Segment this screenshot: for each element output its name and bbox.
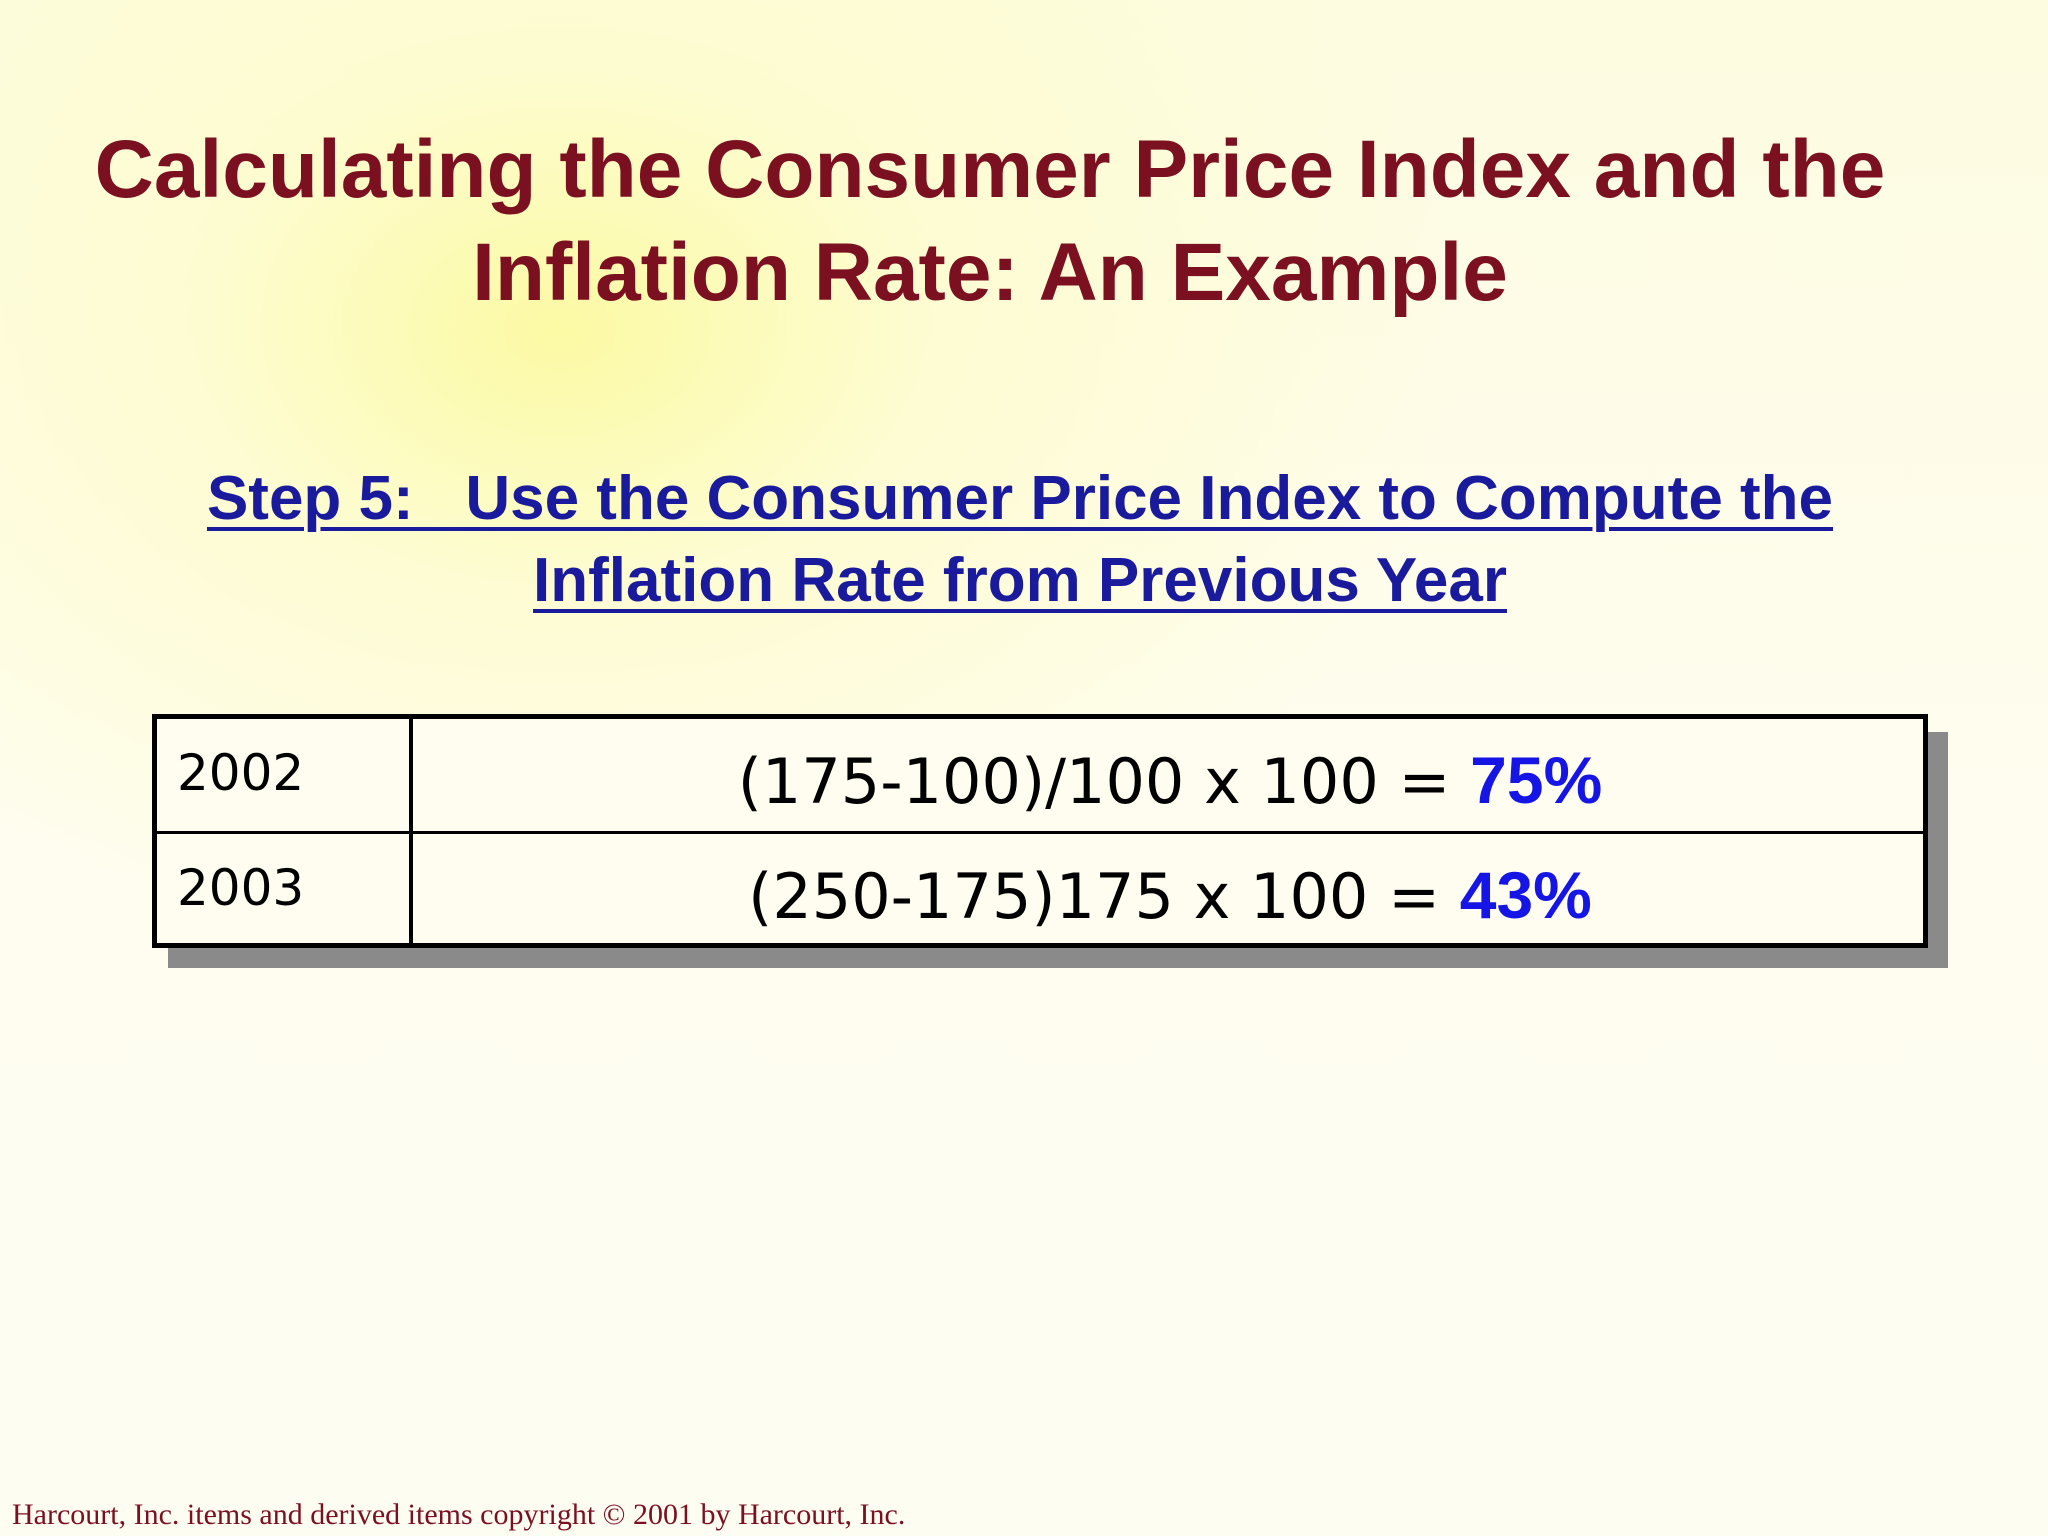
inflation-result: 75%	[1470, 743, 1603, 817]
formula-cell: (250-175)175 x 100 = 43%	[417, 834, 1923, 946]
step-heading: Step 5: Use the Consumer Price Index to …	[0, 458, 2040, 622]
inflation-table: 2002 (175-100)/100 x 100 = 75% 2003 (250…	[152, 714, 1928, 948]
slide-title-line-2: Inflation Rate: An Example	[472, 227, 1508, 318]
table-row: 2002 (175-100)/100 x 100 = 75%	[157, 719, 1923, 834]
table-row: 2003 (250-175)175 x 100 = 43%	[157, 834, 1923, 946]
formula-text: (250-175)175 x 100 =	[748, 860, 1460, 933]
inflation-result: 43%	[1459, 858, 1592, 932]
slide-title: Calculating the Consumer Price Index and…	[0, 118, 1980, 324]
year-cell: 2002	[157, 719, 413, 831]
copyright-footer: Harcourt, Inc. items and derived items c…	[12, 1498, 906, 1531]
formula-text: (175-100)/100 x 100 =	[737, 745, 1471, 818]
year-cell: 2003	[157, 834, 413, 946]
slide-title-line-1: Calculating the Consumer Price Index and…	[94, 124, 1886, 215]
formula-cell: (175-100)/100 x 100 = 75%	[417, 719, 1923, 831]
step-heading-line-2: Inflation Rate from Previous Year	[533, 546, 1507, 615]
step-heading-line-1: Step 5: Use the Consumer Price Index to …	[206, 464, 1834, 533]
